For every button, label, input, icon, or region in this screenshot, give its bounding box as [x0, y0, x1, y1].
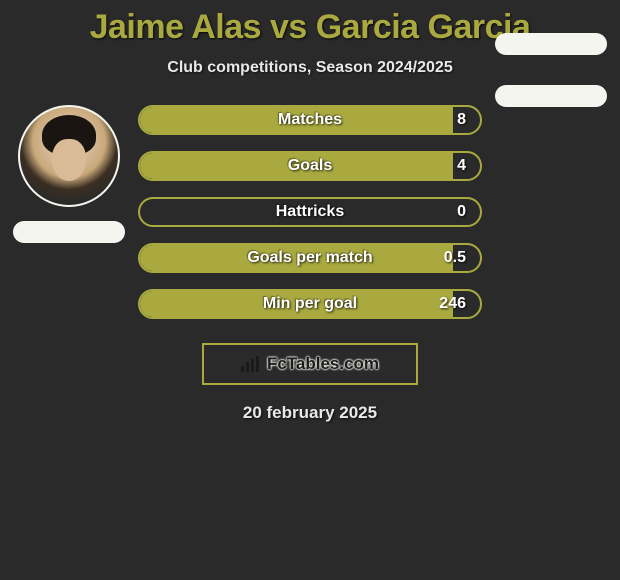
stat-value: 0.5	[444, 245, 466, 271]
stats-chart: Matches 8 Goals 4 Hattricks 0 Goals per …	[130, 105, 490, 335]
stat-label: Min per goal	[140, 291, 480, 317]
stat-label: Hattricks	[140, 199, 480, 225]
date-text: 20 february 2025	[0, 403, 620, 423]
player-right-name-pill-2	[495, 85, 607, 107]
stat-value: 8	[457, 107, 466, 133]
stat-value: 4	[457, 153, 466, 179]
subtitle: Club competitions, Season 2024/2025	[0, 59, 620, 77]
stat-row-goals: Goals 4	[138, 151, 482, 181]
stat-row-min-per-goal: Min per goal 246	[138, 289, 482, 319]
stat-label: Goals	[140, 153, 480, 179]
player-right-name-pill-1	[495, 33, 607, 55]
brand-box[interactable]: FcTables.com	[202, 343, 418, 385]
stat-value: 0	[457, 199, 466, 225]
player-left-avatar	[18, 105, 120, 207]
player-right-column	[490, 105, 612, 107]
stat-value: 246	[439, 291, 466, 317]
stat-label: Goals per match	[140, 245, 480, 271]
player-left-column	[8, 105, 130, 243]
stat-label: Matches	[140, 107, 480, 133]
bar-chart-icon	[241, 356, 261, 372]
brand-text: FcTables.com	[267, 354, 379, 374]
player-left-name-pill	[13, 221, 125, 243]
stat-row-matches: Matches 8	[138, 105, 482, 135]
stat-row-goals-per-match: Goals per match 0.5	[138, 243, 482, 273]
stat-row-hattricks: Hattricks 0	[138, 197, 482, 227]
comparison-content: Matches 8 Goals 4 Hattricks 0 Goals per …	[0, 105, 620, 335]
